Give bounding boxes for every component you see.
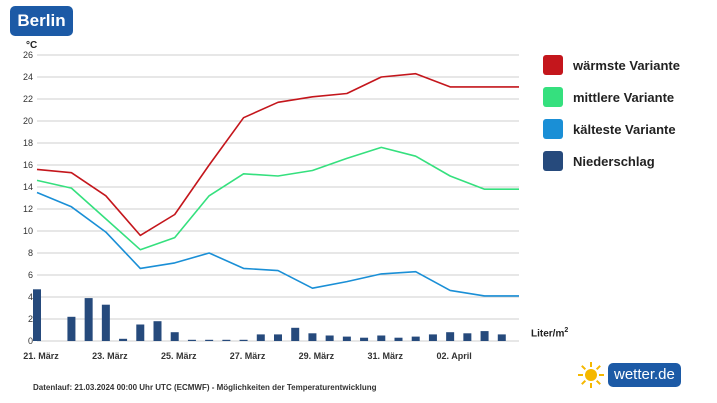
y-tick-label: 4: [28, 292, 33, 302]
x-tick-label: 23. März: [92, 351, 128, 361]
temperature-lines: [36, 72, 519, 297]
precipitation-bar: [428, 334, 437, 341]
precipitation-bar: [325, 335, 334, 341]
x-tick-label: 27. März: [230, 351, 266, 361]
precipitation-bar: [256, 334, 265, 341]
temperature-line: [36, 72, 519, 237]
y-tick-label: 16: [23, 160, 33, 170]
y-tick-label: 8: [28, 248, 33, 258]
x-tick-label: 02. April: [437, 351, 472, 361]
y-tick-label: 12: [23, 204, 33, 214]
precipitation-unit-base: Liter/m: [531, 328, 565, 340]
legend-swatch-precipitation: [543, 151, 563, 171]
precipitation-bar: [291, 327, 300, 341]
y-tick-label: 20: [23, 116, 33, 126]
footer-data-run-note: Datenlauf: 21.03.2024 00:00 Uhr UTC (ECM…: [33, 383, 377, 392]
legend-swatch-warmest: [543, 55, 563, 75]
precipitation-bar: [187, 339, 196, 341]
legend-label-precipitation: Niederschlag: [573, 153, 655, 169]
precipitation-bar: [497, 334, 506, 341]
x-tick-label: 21. März: [23, 351, 59, 361]
y-tick-label: 14: [23, 182, 33, 192]
precipitation-bar: [394, 337, 403, 341]
y-tick-label: 22: [23, 94, 33, 104]
legend-swatch-middle: [543, 87, 563, 107]
x-tick-labels: 21. März 23. März 25. März 27. März 29. März…: [23, 351, 472, 361]
precipitation-bar: [153, 321, 162, 341]
x-tick-label: 25. März: [161, 351, 197, 361]
precipitation-bar: [360, 337, 369, 341]
legend-swatch-coldest: [543, 119, 563, 139]
legend-label-middle: mittlere Variante: [573, 89, 675, 105]
y-axis-unit: °C: [26, 40, 38, 51]
y-tick-label: 10: [23, 226, 33, 236]
precipitation-bar: [463, 333, 472, 341]
precipitation-bar: [411, 336, 420, 341]
y-tick-label: 0: [28, 336, 33, 346]
precipitation-unit-label: Liter/m2: [531, 327, 568, 339]
precipitation-unit-exponent: 2: [564, 327, 569, 334]
y-tick-label: 2: [28, 314, 33, 324]
y-tick-label: 26: [23, 50, 33, 60]
x-tick-label: 29. März: [299, 351, 335, 361]
logo-text: wetter.de: [608, 363, 681, 387]
sun-icon: [578, 362, 604, 388]
precipitation-bar: [377, 335, 386, 341]
precipitation-bar: [67, 316, 76, 341]
city-title-badge: Berlin: [10, 6, 73, 36]
legend-label-coldest: kälteste Variante: [573, 121, 676, 137]
precipitation-bar: [119, 338, 128, 341]
precipitation-bar: [222, 339, 231, 341]
legend-item-precipitation: Niederschlag: [543, 145, 680, 177]
y-tick-label: 24: [23, 72, 33, 82]
precipitation-bar: [136, 324, 145, 341]
precipitation-bar: [480, 331, 489, 341]
wetter-de-logo[interactable]: wetter.de: [578, 362, 681, 388]
precipitation-bar: [101, 304, 110, 341]
precipitation-bar: [342, 336, 351, 341]
x-tick-label: 31. März: [368, 351, 404, 361]
y-tick-label: 6: [28, 270, 33, 280]
temperature-line: [36, 191, 519, 297]
legend-item-middle: mittlere Variante: [543, 81, 680, 113]
precipitation-bars: [33, 289, 506, 341]
precipitation-bar: [446, 332, 455, 341]
chart-legend: wärmste Variante mittlere Variante kälte…: [543, 49, 680, 177]
legend-item-coldest: kälteste Variante: [543, 113, 680, 145]
y-tick-label: 18: [23, 138, 33, 148]
precipitation-bar: [308, 333, 317, 341]
legend-item-warmest: wärmste Variante: [543, 49, 680, 81]
precipitation-bar: [84, 298, 93, 341]
precipitation-bar: [205, 339, 214, 341]
precipitation-bar: [274, 334, 282, 341]
legend-label-warmest: wärmste Variante: [573, 57, 680, 73]
chart-grid: [37, 54, 519, 342]
precipitation-bar: [33, 289, 41, 341]
temperature-line: [36, 146, 519, 251]
precipitation-bar: [239, 339, 248, 341]
precipitation-bar: [170, 332, 179, 341]
